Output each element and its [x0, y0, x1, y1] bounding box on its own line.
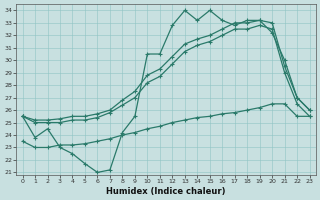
X-axis label: Humidex (Indice chaleur): Humidex (Indice chaleur)	[106, 187, 226, 196]
